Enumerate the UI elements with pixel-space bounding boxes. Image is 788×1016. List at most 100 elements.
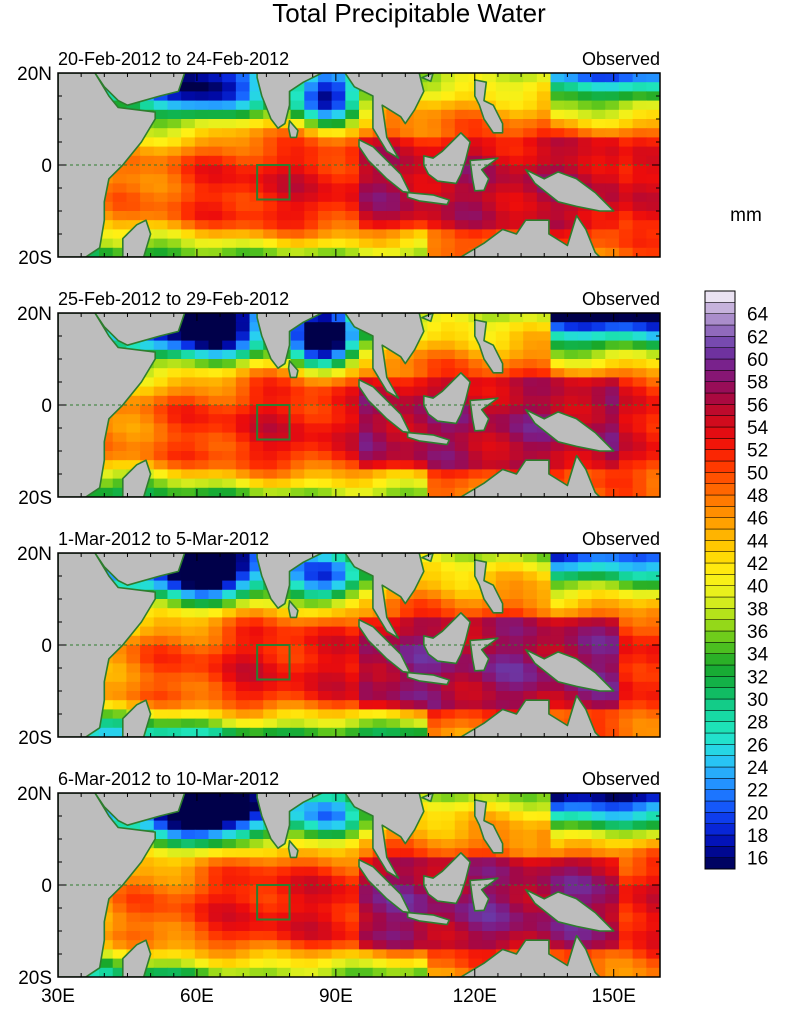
heatmap-cell: [345, 599, 360, 609]
heatmap-cell: [523, 931, 538, 941]
heatmap-cell: [632, 146, 647, 157]
heatmap-cell: [99, 441, 114, 452]
heatmap-cell: [468, 377, 483, 388]
heatmap-cell: [317, 478, 333, 489]
heatmap-cell: [632, 155, 647, 166]
heatmap-cell: [222, 562, 237, 572]
colorbar-label: 34: [747, 645, 769, 666]
heatmap-cell: [591, 857, 606, 868]
madagascar-landmass: [122, 939, 152, 977]
heatmap-cell: [235, 165, 251, 175]
heatmap-cell: [222, 912, 237, 923]
heatmap-cell: [495, 645, 511, 655]
heatmap-cell: [646, 949, 660, 960]
heatmap-cell: [632, 663, 647, 674]
heatmap-cell: [181, 589, 196, 600]
heatmap-cell: [167, 414, 182, 424]
heatmap-cell: [290, 247, 305, 257]
heatmap-cell: [317, 405, 333, 415]
heatmap-cell: [208, 137, 223, 148]
heatmap-cell: [208, 368, 223, 378]
heatmap-cell: [359, 885, 374, 895]
heatmap-cell: [359, 589, 374, 600]
heatmap-cell: [331, 331, 346, 342]
heatmap-cell: [208, 414, 223, 424]
heatmap-cell: [441, 608, 456, 618]
heatmap-cell: [235, 894, 251, 904]
heatmap-cell: [564, 201, 579, 212]
heatmap-cell: [577, 875, 593, 886]
colorbar-label: 62: [747, 327, 768, 348]
heatmap-cell: [400, 386, 415, 397]
heatmap-cell: [263, 238, 278, 249]
heatmap-cell: [509, 635, 524, 646]
heatmap-cell: [632, 211, 647, 221]
heatmap-cell: [468, 359, 483, 369]
heatmap-cell: [167, 119, 182, 129]
heatmap-cell: [359, 700, 374, 710]
heatmap-cell: [386, 931, 401, 941]
heatmap-cell: [208, 626, 223, 637]
heatmap-cell: [345, 681, 360, 692]
heatmap-cell: [618, 331, 634, 342]
heatmap-cell: [167, 174, 182, 184]
heatmap-cell: [263, 727, 278, 737]
heatmap-cell: [605, 405, 620, 415]
heatmap-cell: [427, 626, 442, 637]
heatmap-cell: [523, 377, 538, 388]
heatmap-cell: [153, 220, 169, 230]
heatmap-cell: [140, 441, 155, 452]
heatmap-cell: [359, 608, 374, 618]
heatmap-cell: [249, 940, 264, 950]
heatmap-cell: [359, 174, 374, 184]
heatmap-cell: [345, 165, 360, 175]
heatmap-cell: [523, 331, 538, 342]
heatmap-cell: [618, 921, 634, 932]
heatmap-cell: [317, 340, 333, 351]
heatmap-cell: [112, 921, 128, 932]
heatmap-cell: [372, 709, 387, 720]
heatmap-cell: [263, 395, 278, 406]
colorbar-label: 42: [747, 554, 768, 575]
heatmap-cell: [331, 635, 346, 646]
heatmap-cell: [167, 580, 182, 591]
heatmap-cell: [249, 229, 264, 240]
heatmap-cell: [290, 857, 305, 868]
heatmap-cell: [167, 866, 182, 877]
heatmap-cell: [427, 460, 442, 470]
heatmap-cell: [400, 931, 415, 941]
heatmap-cell: [495, 423, 511, 434]
heatmap-cell: [208, 608, 223, 618]
borneo-landmass: [423, 132, 471, 185]
heatmap-cell: [304, 645, 319, 655]
heatmap-cell: [249, 958, 264, 969]
heatmap-cell: [167, 709, 182, 720]
heatmap-cell: [222, 940, 237, 950]
heatmap-cell: [454, 478, 470, 489]
heatmap-cell: [536, 635, 552, 646]
heatmap-cell: [591, 940, 606, 950]
heatmap-cell: [454, 322, 470, 332]
heatmap-cell: [632, 340, 647, 351]
heatmap-cell: [126, 875, 141, 886]
heatmap-cell: [632, 700, 647, 710]
heatmap-cell: [167, 432, 182, 443]
heatmap-cell: [523, 405, 538, 415]
heatmap-cell: [495, 100, 511, 111]
heatmap-cell: [605, 967, 620, 977]
heatmap-cell: [153, 654, 169, 664]
heatmap-cell: [482, 562, 497, 572]
heatmap-cell: [646, 100, 660, 111]
heatmap-cell: [276, 432, 292, 443]
heatmap-cell: [304, 165, 319, 175]
heatmap-cell: [577, 91, 593, 102]
heatmap-cell: [181, 820, 196, 831]
heatmap-cell: [249, 931, 264, 941]
heatmap-cell: [441, 857, 456, 868]
heatmap-cell: [591, 793, 606, 803]
heatmap-cell: [536, 617, 552, 628]
heatmap-cell: [495, 322, 511, 332]
heatmap-cell: [140, 100, 155, 111]
heatmap-cell: [194, 386, 210, 397]
heatmap-cell: [249, 238, 264, 249]
